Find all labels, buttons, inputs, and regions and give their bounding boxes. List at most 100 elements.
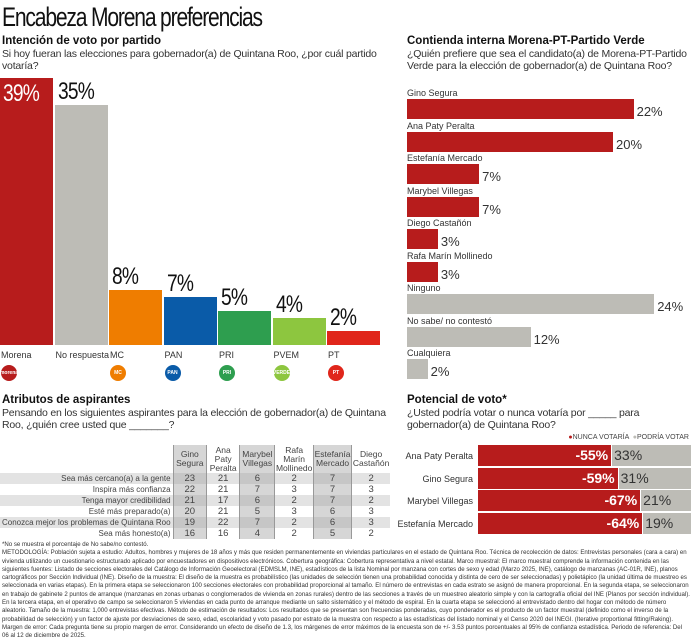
- category-label: MC: [110, 350, 124, 360]
- table-cell: 22: [206, 517, 240, 528]
- table-subtitle: Pensando en los siguientes aspirantes pa…: [2, 407, 386, 431]
- category-label: PRI: [219, 350, 235, 360]
- category-label: No respuesta: [55, 350, 110, 360]
- table-row: Inspira más confianza 22 21 7 3 7 3: [0, 484, 390, 495]
- table-row: Conozca mejor los problemas de Quintana …: [0, 517, 390, 528]
- bar: [407, 131, 613, 152]
- attributes-header: Atributos de aspirantes Pensando en los …: [2, 394, 390, 431]
- data-label-could: 33%: [614, 447, 643, 463]
- data-label: 2%: [330, 304, 357, 332]
- methodology: METODOLOGÍA: Población sujeta a estudio:…: [2, 549, 690, 640]
- data-label: 7%: [482, 169, 501, 184]
- bar-never-vote: [478, 490, 641, 511]
- table-cell: 3: [274, 484, 314, 495]
- table-cell: 3: [351, 484, 390, 495]
- candidate-label: Ana Paty Peralta: [405, 451, 473, 461]
- logo-text: PRI: [222, 370, 232, 376]
- bar: [407, 359, 428, 379]
- bar: [407, 99, 634, 119]
- data-label: 24%: [657, 299, 684, 314]
- table-cell: 20: [172, 506, 207, 517]
- chart-title: Contienda interna Morena-PT-Partido Verd…: [407, 35, 645, 47]
- party-logo-icon: PT: [328, 365, 344, 381]
- table-cell: 2: [274, 528, 314, 539]
- category-label: PT: [328, 350, 340, 360]
- table-cell: 22: [172, 484, 207, 495]
- data-label-never: -59%: [581, 469, 615, 486]
- bar-pan: [163, 297, 217, 345]
- legend-could: PODRÍA VOTAR: [637, 434, 689, 441]
- candidate-label: Estefanía Mercado: [397, 518, 473, 529]
- chart-title: Potencial de voto*: [407, 394, 507, 406]
- row-label: Conozca mejor los problemas de Quintana …: [0, 517, 174, 528]
- column-header: Ana Paty Peralta: [206, 445, 240, 473]
- bar: [407, 164, 480, 184]
- bar-never-vote: [478, 512, 643, 534]
- bar-morena: [0, 77, 53, 345]
- data-label: 4%: [275, 290, 303, 318]
- table-cell: 19: [172, 517, 207, 528]
- chart-title: Intención de voto por partido: [2, 35, 162, 47]
- bar-never-vote: [478, 467, 618, 489]
- bar: [407, 294, 655, 314]
- column-header: Marybel Villegas: [239, 445, 275, 473]
- row-label: Tenga mayor credibilidad: [0, 495, 174, 506]
- bar-never-vote: [478, 445, 612, 466]
- candidate-label: Marybel Villegas: [407, 496, 473, 506]
- legend-dot-icon: ●: [632, 434, 637, 441]
- category-label: PAN: [164, 350, 183, 360]
- logo-text: PT: [332, 370, 340, 376]
- vote-potential-chart: Ana Paty Peralta -55% 33% Gino Segura -59% 31…: [397, 445, 691, 534]
- table-cell: 3: [351, 517, 390, 528]
- bar: [407, 326, 531, 347]
- table-cell: 7: [312, 484, 352, 495]
- data-label: 8%: [112, 263, 139, 291]
- table-cell: 7: [312, 473, 352, 484]
- candidate-label: Diego Castañón: [407, 218, 472, 228]
- table-cell: 21: [172, 495, 207, 506]
- chart-subtitle: ¿Usted podría votar o nunca votaría por …: [407, 407, 640, 431]
- data-label: 35%: [57, 78, 95, 106]
- table-cell: 2: [351, 495, 390, 506]
- table-cell: 21: [206, 473, 240, 484]
- page-title: Encabeza Morena preferencias: [2, 2, 263, 32]
- data-label: 12%: [533, 331, 560, 347]
- bar-mc: [109, 290, 162, 345]
- table-cell: 7: [239, 484, 275, 495]
- table-cell: 2: [274, 473, 314, 484]
- bar-could-vote: [612, 445, 691, 466]
- table-cell: 7: [312, 495, 352, 506]
- category-label: Morena: [1, 350, 32, 360]
- candidate-label: Cualquiera: [407, 348, 451, 358]
- table-title: Atributos de aspirantes: [2, 394, 131, 406]
- logo-text: VERDE: [273, 370, 290, 376]
- data-label: 20%: [616, 136, 643, 152]
- category-label: PVEM: [273, 350, 300, 360]
- table-row: Tenga mayor credibilidad 21 17 6 2 7 2: [0, 495, 390, 506]
- table-cell: 17: [206, 495, 240, 506]
- table-row: Sea más cercano(a) a la gente 23 21 6 2 7 2: [0, 473, 390, 484]
- bar: [407, 229, 438, 249]
- footnote: *No se muestra el porcentaje de No sabe/…: [2, 541, 149, 548]
- row-label: Sea más honesto(a): [98, 528, 171, 538]
- logo-text: PAN: [167, 370, 178, 376]
- table-row: Esté más preparado(a) 20 21 5 3 6 3: [0, 506, 390, 517]
- table-cell: 16: [172, 528, 207, 539]
- data-label-never: -64%: [606, 514, 640, 531]
- bar-pvem: [272, 317, 326, 345]
- table-cell: 2: [351, 528, 390, 539]
- table-cell: 2: [274, 517, 314, 528]
- column-header: Rafa Marín Mollinedo: [274, 444, 314, 473]
- table-cell: 5: [239, 506, 275, 517]
- table-cell: 16: [206, 528, 240, 539]
- row-label: Esté más preparado(a): [88, 506, 171, 516]
- party-logo-icon: morena: [1, 365, 17, 381]
- table-cell: 21: [206, 506, 240, 517]
- table-cell: 4: [239, 528, 275, 539]
- data-label: 22%: [636, 104, 663, 119]
- party-logo-icon: PAN: [164, 365, 181, 381]
- data-label: 3%: [440, 266, 460, 282]
- party-vote-chart: 39% Morena morena 35% No respuesta 8% MC MC 7% PA…: [0, 0, 390, 390]
- bar-could-vote: [641, 490, 691, 511]
- logo-text: morena: [1, 370, 17, 376]
